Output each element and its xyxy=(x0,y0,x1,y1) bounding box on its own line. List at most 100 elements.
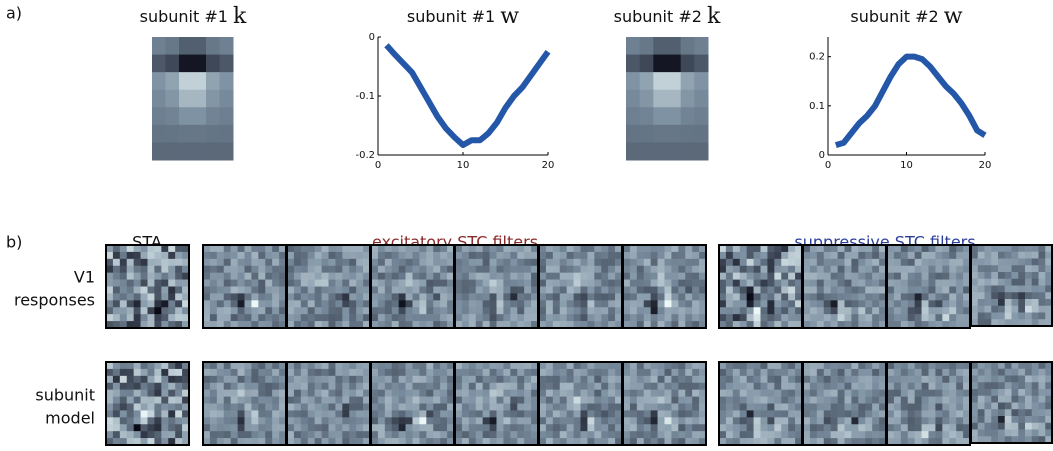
image-pixel xyxy=(165,124,180,143)
image-pixel xyxy=(893,403,902,411)
image-pixel xyxy=(732,389,741,397)
image-pixel xyxy=(391,375,399,384)
image-pixel xyxy=(1004,305,1012,313)
image-pixel xyxy=(830,438,838,446)
image-pixel xyxy=(468,396,477,404)
image-pixel xyxy=(287,245,295,253)
image-pixel xyxy=(650,403,658,411)
image-pixel xyxy=(489,321,497,329)
image-pixel xyxy=(272,307,280,315)
image-pixel xyxy=(335,362,343,370)
image-pixel xyxy=(552,438,561,446)
image-pixel xyxy=(182,272,190,280)
image-pixel xyxy=(781,272,789,280)
image-pixel xyxy=(230,279,238,287)
image-pixel xyxy=(795,410,803,418)
image-pixel xyxy=(251,245,259,253)
image-pixel xyxy=(858,293,866,301)
image-pixel xyxy=(1011,382,1019,390)
image-pixel xyxy=(419,279,427,287)
image-pixel xyxy=(496,279,504,287)
image-pixel xyxy=(468,321,477,329)
image-pixel xyxy=(503,417,511,425)
image-pixel xyxy=(692,417,700,425)
image-pixel xyxy=(398,272,406,280)
image-pixel xyxy=(356,417,364,425)
image-pixel xyxy=(1045,368,1053,376)
image-pixel xyxy=(265,300,273,308)
image-pixel xyxy=(753,279,761,287)
image-pixel xyxy=(788,307,796,315)
image-pixel xyxy=(872,314,880,322)
image-pixel xyxy=(837,258,845,267)
image-pixel xyxy=(760,424,768,432)
image-pixel xyxy=(594,424,602,432)
image-pixel xyxy=(230,368,238,377)
image-pixel xyxy=(795,424,803,432)
image-pixel xyxy=(203,286,211,294)
image-frame xyxy=(970,244,1053,327)
image-pixel xyxy=(998,299,1006,307)
image-pixel xyxy=(559,258,567,267)
image-pixel xyxy=(510,321,518,329)
image-pixel xyxy=(412,251,420,260)
image-pixel xyxy=(739,424,747,432)
image-pixel xyxy=(653,142,668,161)
image-pixel xyxy=(265,314,273,322)
image-pixel xyxy=(475,300,483,308)
image-pixel xyxy=(984,285,992,293)
image-pixel xyxy=(893,314,902,322)
image-pixel xyxy=(279,403,287,411)
image-pixel xyxy=(468,314,477,322)
image-pixel xyxy=(265,265,273,273)
image-pixel xyxy=(356,438,364,446)
image-pixel xyxy=(440,307,448,315)
image-pixel xyxy=(314,403,322,411)
image-pixel xyxy=(503,286,511,294)
image-pixel xyxy=(629,314,638,322)
image-pixel xyxy=(203,307,211,315)
image-pixel xyxy=(984,382,992,390)
image-pixel xyxy=(1011,258,1019,266)
image-pixel xyxy=(872,403,880,411)
image-pixel xyxy=(566,245,574,253)
image-pixel xyxy=(678,382,686,390)
image-pixel xyxy=(517,375,525,384)
image-pixel xyxy=(287,300,295,308)
image-pixel xyxy=(984,362,992,370)
image-pixel xyxy=(223,293,231,301)
image-pixel xyxy=(531,368,539,377)
image-pixel xyxy=(279,382,287,390)
image-pixel xyxy=(106,362,114,370)
image-pixel xyxy=(384,424,393,432)
image-pixel xyxy=(147,286,155,294)
image-pixel xyxy=(192,107,207,126)
image-pixel xyxy=(342,375,350,384)
image-pixel xyxy=(510,272,518,280)
image-pixel xyxy=(809,375,818,384)
image-pixel xyxy=(455,375,463,384)
image-pixel xyxy=(1038,258,1046,266)
image-pixel xyxy=(455,293,463,301)
image-pixel xyxy=(272,265,280,273)
image-pixel xyxy=(1018,416,1026,424)
image-pixel xyxy=(984,389,992,397)
image-pixel xyxy=(468,362,477,370)
image-pixel xyxy=(803,258,811,267)
image-pixel xyxy=(608,307,616,315)
image-pixel xyxy=(865,417,873,425)
image-pixel xyxy=(161,424,169,432)
image-pixel xyxy=(496,286,504,294)
image-pixel xyxy=(230,410,238,418)
image-pixel xyxy=(830,286,838,294)
image-pixel xyxy=(907,389,915,397)
image-pixel xyxy=(753,307,761,315)
image-pixel xyxy=(837,307,845,315)
image-pixel xyxy=(636,431,645,439)
image-pixel xyxy=(803,286,811,294)
image-pixel xyxy=(844,410,852,418)
image-pixel xyxy=(321,265,329,273)
image-pixel xyxy=(865,396,873,404)
image-pixel xyxy=(328,314,336,322)
image-pixel xyxy=(140,375,148,384)
